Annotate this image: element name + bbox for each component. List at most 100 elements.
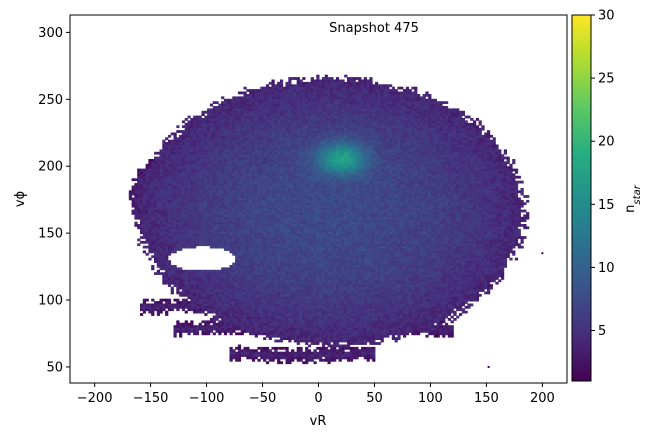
histogram-cell (296, 125, 300, 129)
histogram-cell (282, 298, 286, 302)
histogram-cell (207, 226, 211, 230)
histogram-cell (162, 274, 166, 278)
histogram-cell (195, 144, 200, 148)
histogram-cell (277, 106, 281, 109)
histogram-cell (257, 168, 261, 172)
histogram-cell (159, 209, 163, 213)
histogram-cell (265, 134, 270, 138)
histogram-cell (207, 185, 211, 189)
histogram-cell (195, 149, 200, 153)
histogram-cell (170, 159, 174, 162)
histogram-cell (167, 248, 172, 251)
histogram-cell (237, 216, 242, 220)
histogram-cell (165, 238, 169, 242)
histogram-cell (257, 277, 261, 280)
histogram-cell (229, 346, 233, 350)
histogram-cell (212, 120, 216, 124)
histogram-cell (277, 262, 281, 266)
histogram-cell (226, 161, 230, 165)
histogram-cell (204, 207, 208, 210)
histogram-cell (209, 142, 214, 145)
histogram-cell (221, 327, 225, 331)
histogram-cell (263, 151, 267, 155)
histogram-cell (240, 168, 244, 172)
histogram-cell (179, 207, 183, 210)
histogram-cell (243, 146, 247, 150)
histogram-cell (201, 308, 205, 312)
histogram-cell (176, 298, 180, 302)
histogram-cell (162, 236, 166, 239)
histogram-cell (274, 127, 278, 131)
histogram-cell (195, 224, 200, 227)
histogram-cell (265, 318, 270, 321)
histogram-cell (173, 216, 177, 220)
histogram-cell (268, 98, 272, 102)
histogram-cell (181, 132, 186, 136)
histogram-cell (193, 221, 197, 225)
histogram-cell (282, 332, 286, 336)
histogram-cell (193, 159, 197, 162)
histogram-cell (271, 113, 275, 116)
histogram-cell (193, 178, 197, 182)
histogram-cell (288, 226, 292, 230)
histogram-cell (285, 243, 289, 247)
histogram-cell (167, 219, 172, 222)
histogram-cell (223, 163, 228, 167)
histogram-cell (282, 236, 286, 239)
histogram-cell (184, 185, 188, 189)
histogram-cell (232, 137, 236, 141)
histogram-cell (235, 209, 239, 213)
histogram-cell (282, 171, 286, 174)
histogram-cell (277, 171, 281, 174)
histogram-cell (293, 175, 298, 179)
histogram-cell (243, 91, 247, 95)
histogram-cell (263, 274, 267, 278)
histogram-cell (140, 185, 144, 189)
histogram-cell (167, 224, 172, 227)
histogram-cell (271, 204, 275, 208)
histogram-cell (277, 151, 281, 155)
histogram-cell (181, 272, 186, 275)
histogram-cell (170, 248, 174, 251)
histogram-cell (229, 122, 233, 126)
histogram-cell (229, 137, 233, 141)
histogram-cell (288, 313, 292, 316)
histogram-cell (165, 250, 169, 254)
histogram-cell (260, 154, 264, 157)
histogram-cell (195, 226, 200, 230)
histogram-cell (229, 149, 233, 153)
histogram-cell (198, 238, 202, 242)
histogram-cell (246, 351, 250, 355)
histogram-cell (235, 354, 239, 357)
histogram-cell (167, 180, 172, 184)
histogram-cell (176, 130, 180, 133)
histogram-cell (235, 199, 239, 203)
histogram-cell (170, 240, 174, 244)
histogram-cell (240, 178, 244, 182)
histogram-cell (257, 91, 261, 95)
histogram-cell (229, 228, 233, 232)
histogram-cell (293, 250, 298, 254)
histogram-cell (268, 245, 272, 249)
histogram-cell (198, 159, 202, 162)
histogram-cell (291, 236, 295, 239)
histogram-cell (243, 318, 247, 321)
histogram-cell (212, 315, 216, 319)
histogram-cell (176, 183, 180, 186)
histogram-cell (209, 308, 214, 312)
histogram-cell (223, 187, 228, 191)
histogram-cell (165, 190, 169, 194)
histogram-cell (193, 286, 197, 290)
histogram-cell (274, 308, 278, 312)
histogram-cell (218, 178, 222, 182)
histogram-cell (277, 209, 281, 213)
histogram-cell (179, 199, 183, 203)
histogram-cell (190, 296, 194, 300)
histogram-cell (288, 163, 292, 167)
histogram-cell (170, 204, 174, 208)
histogram-cell (170, 233, 174, 237)
histogram-cell (221, 171, 225, 174)
histogram-cell (215, 238, 219, 242)
histogram-cell (209, 149, 214, 153)
histogram-cell (257, 175, 261, 179)
